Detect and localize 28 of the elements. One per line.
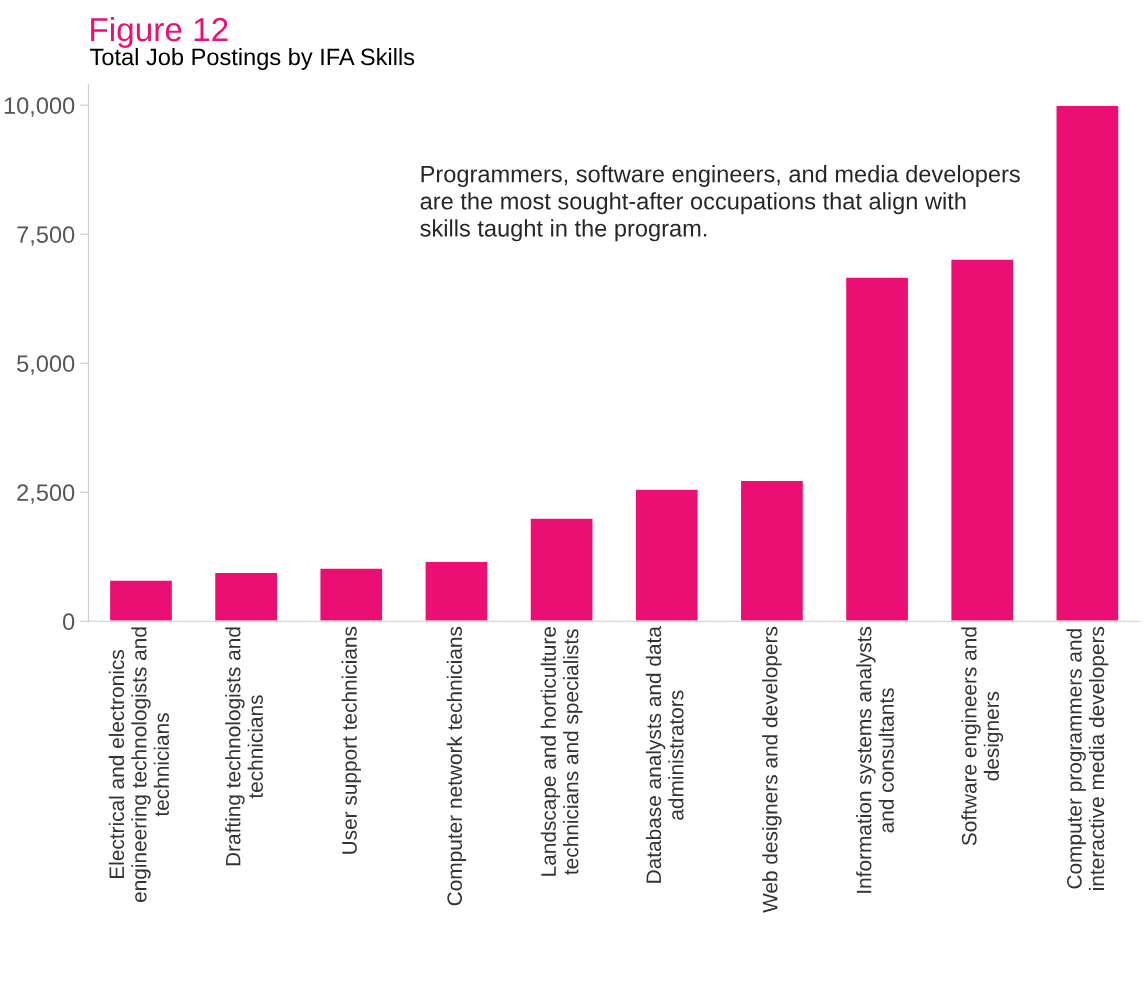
bar xyxy=(844,276,910,622)
x-tick-label: Software engineers and designers xyxy=(961,627,1004,846)
y-tick-label: 7,500 xyxy=(17,226,75,246)
chart-subtitle: Total Job Postings by IFA Skills xyxy=(90,47,415,70)
x-tick-label: Information systems analysts and consultants xyxy=(856,626,894,893)
bar xyxy=(949,258,1015,622)
x-tick-label: User support technicians xyxy=(341,626,361,854)
bar xyxy=(213,571,279,622)
bar xyxy=(739,479,805,622)
chart-title: Figure 12 xyxy=(91,16,228,48)
annotation: Programmers, software engineers, and media developers are the most sought-after occupations that align with skills taught in the program. xyxy=(420,165,1020,242)
y-tick-label: 0 xyxy=(62,613,75,631)
bar xyxy=(634,488,700,622)
bar xyxy=(529,517,594,622)
bar xyxy=(424,560,489,622)
x-tick-label: Computer network technicians xyxy=(446,626,467,906)
x-tick-label: Landscape and horticulture technicians and specialists xyxy=(540,627,583,876)
x-tick-label: Database analysts and data administrators xyxy=(645,626,684,883)
bar xyxy=(108,579,174,622)
y-tick-label: 5,000 xyxy=(17,355,75,375)
x-tick-label: Web designers and developers xyxy=(762,626,782,913)
y-tick-label: 2,500 xyxy=(17,484,75,504)
bar xyxy=(1055,104,1120,622)
y-tick-label: 10,000 xyxy=(4,97,75,117)
x-tick-label: Drafting technologists and technicians xyxy=(225,627,263,866)
x-tick-label: Computer programmers and interactive media developers xyxy=(1066,626,1109,890)
bar xyxy=(319,567,384,622)
x-tick-label: Electrical and electronics engineering technologists and technicians xyxy=(108,627,170,903)
